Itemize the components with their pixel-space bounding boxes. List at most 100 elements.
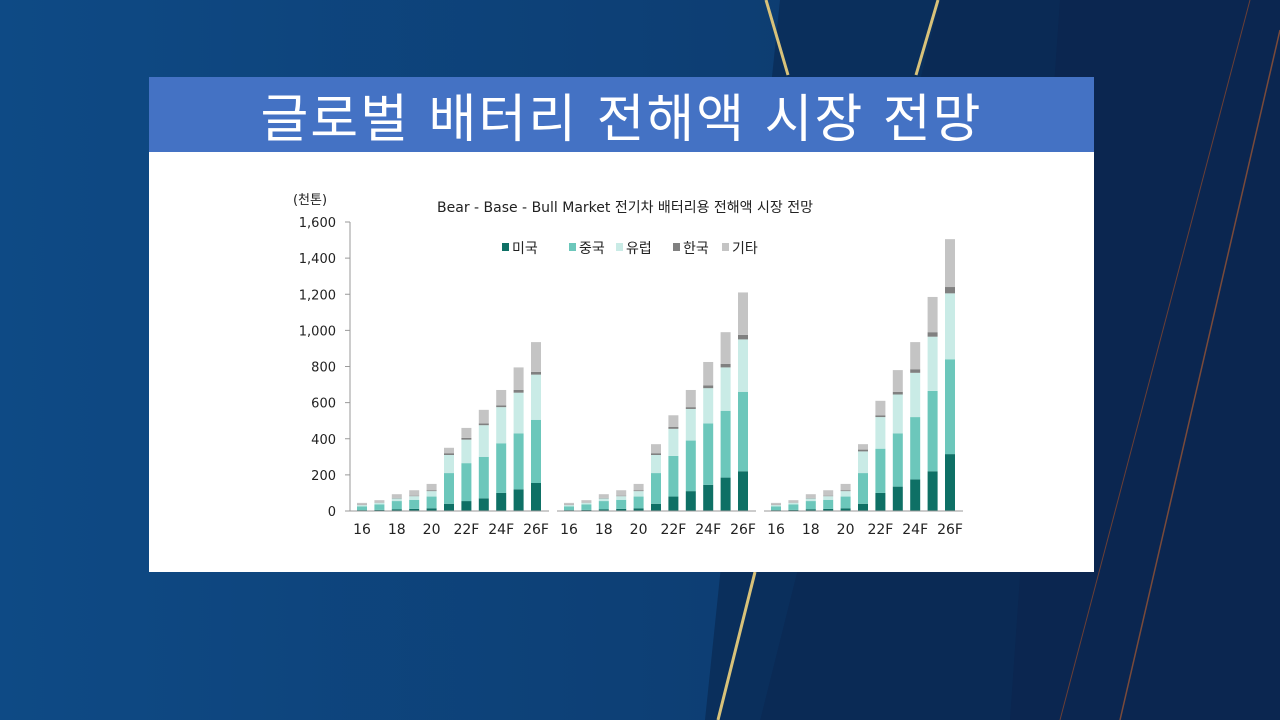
bar-segment (409, 495, 420, 497)
bar-segment (461, 437, 472, 440)
bar-segment (685, 389, 696, 408)
y-tick-label: 800 (311, 361, 336, 376)
bar-segment (875, 448, 886, 493)
bar-segment (581, 509, 592, 511)
bar-segment (513, 389, 524, 393)
bar-segment (426, 508, 437, 511)
bar-segment (478, 425, 489, 457)
bar-segment (513, 433, 524, 490)
x-tick-label: 18 (595, 522, 613, 538)
bar-segment (426, 491, 437, 497)
bar-segment (805, 501, 816, 510)
x-tick-label: 22F (660, 522, 686, 538)
bar-segment (531, 342, 541, 372)
bar-segment (564, 506, 574, 511)
bar-segment (805, 498, 816, 502)
bar-segment (581, 502, 592, 505)
bar-segment (720, 367, 731, 411)
bar-segment (444, 503, 454, 511)
bar-segment (496, 405, 507, 408)
bar-segment (426, 496, 437, 509)
bar-segment (910, 479, 921, 511)
bar-segment (858, 473, 868, 504)
bar-segment (910, 417, 921, 480)
legend-swatch (502, 243, 509, 251)
bar-segment (858, 451, 868, 474)
bar-segment (513, 489, 524, 511)
bar-segment (875, 415, 886, 418)
bar-segment (391, 509, 402, 511)
bar-segment (910, 342, 921, 370)
bar-segment (945, 239, 955, 288)
x-tick-label: 24F (488, 522, 514, 538)
y-tick-label: 1,600 (299, 216, 336, 231)
bar-segment (703, 361, 714, 386)
bar-segment (875, 400, 886, 416)
bar-segment (374, 504, 385, 510)
bar-segment (927, 332, 938, 337)
bar-segment (892, 370, 903, 392)
bar-segment (875, 492, 886, 511)
bar-segment (668, 427, 679, 429)
y-tick-label: 0 (328, 505, 336, 520)
bar-segment (788, 504, 799, 510)
bar-segment (444, 453, 454, 456)
legend-swatch (673, 243, 680, 251)
bar-segment (720, 363, 731, 368)
bar-segment (771, 506, 781, 511)
bar-segment (444, 473, 454, 504)
bar-segment (892, 394, 903, 434)
bar-segment (840, 490, 851, 492)
legend-label: 기타 (732, 241, 758, 257)
bar-segment (685, 408, 696, 441)
bar-segment (685, 440, 696, 492)
bar-segment (426, 483, 437, 491)
bar-segment (805, 494, 816, 498)
y-tick-label: 1,200 (299, 288, 336, 303)
bar-segment (461, 427, 472, 438)
bar-segment (651, 444, 661, 454)
bar-segment (391, 497, 402, 499)
bar-segment (496, 492, 507, 511)
bar-segment (633, 508, 644, 511)
bar-segment (840, 491, 851, 497)
x-tick-label: 16 (560, 522, 578, 538)
x-tick-label: 18 (388, 522, 406, 538)
bar-segment (513, 367, 524, 390)
bar-segment (461, 501, 472, 511)
bar-segment (945, 454, 955, 511)
bar-segment (720, 477, 731, 511)
chart-title: Bear - Base - Bull Market 전기차 배터리용 전해액 시… (437, 200, 813, 216)
bar-segment (738, 391, 748, 472)
bar-segment (945, 359, 955, 455)
bar-segment (823, 490, 834, 496)
bar-segment (531, 374, 541, 420)
bar-segment (633, 490, 644, 492)
bar-segment (685, 407, 696, 409)
bar-segment (910, 369, 921, 373)
bar-segment (703, 385, 714, 389)
bar-segment (357, 502, 367, 505)
bar-segment (581, 500, 592, 503)
bar-segment (374, 502, 385, 505)
bar-segment (633, 491, 644, 497)
bar-segment (581, 504, 592, 510)
bar-segment (461, 463, 472, 502)
x-tick-label: 26F (730, 522, 756, 538)
bar-segment (927, 390, 938, 472)
bar-segment (478, 498, 489, 511)
legend-label: 중국 (579, 241, 605, 257)
bar-segment (738, 339, 748, 392)
bar-segment (633, 496, 644, 509)
chart-panel: Bear - Base - Bull Market 전기차 배터리용 전해액 시… (149, 152, 1094, 572)
x-tick-label: 20 (837, 522, 855, 538)
bar-segment (668, 496, 679, 511)
legend-swatch (569, 243, 576, 251)
gold-line-top-right (914, 0, 940, 76)
y-tick-label: 600 (311, 397, 336, 412)
legend: 미국 중국 유럽 한국 기타 (502, 241, 758, 257)
bar-segment (840, 508, 851, 511)
x-tick-label: 22F (867, 522, 893, 538)
bar-segment (788, 500, 799, 503)
bar-segment (651, 453, 661, 456)
